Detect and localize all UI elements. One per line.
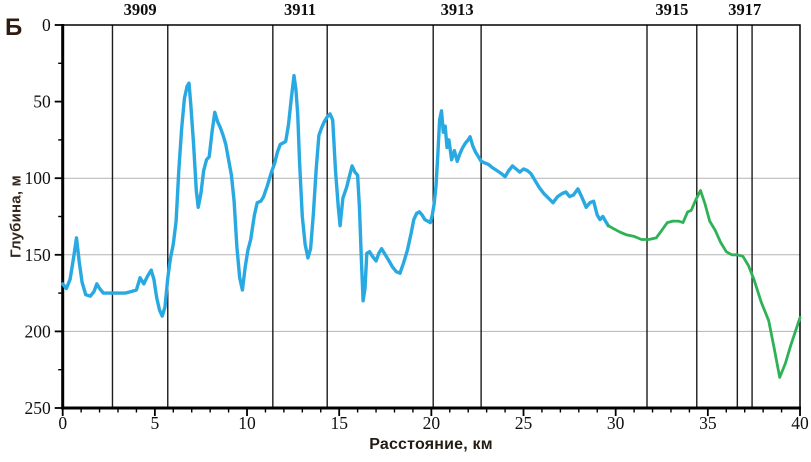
x-tick-label: 15 xyxy=(330,413,348,433)
y-tick-label: 250 xyxy=(24,398,51,418)
series-line-depth-profile-measured xyxy=(61,73,610,318)
station-label: 3913 xyxy=(441,0,474,19)
figure-label: Б xyxy=(5,14,23,41)
x-axis-title: Расстояние, км xyxy=(369,436,493,453)
station-label: 3917 xyxy=(728,0,761,19)
y-tick-label: 150 xyxy=(24,245,51,265)
y-tick-label: 50 xyxy=(33,92,51,112)
x-tick-label: 35 xyxy=(699,413,717,433)
y-tick-label: 200 xyxy=(24,321,51,341)
y-tick-label: 0 xyxy=(42,15,51,35)
x-tick-label: 0 xyxy=(58,413,67,433)
station-label: 3909 xyxy=(124,0,157,19)
x-tick-label: 25 xyxy=(515,413,533,433)
x-tick-label: 40 xyxy=(791,413,809,433)
x-tick-label: 5 xyxy=(150,413,159,433)
x-tick-label: 30 xyxy=(607,413,625,433)
series-line-depth-profile-extended xyxy=(606,189,802,379)
x-tick-label: 20 xyxy=(423,413,441,433)
y-tick-label: 100 xyxy=(24,168,51,188)
station-label: 3911 xyxy=(284,0,316,19)
station-label: 3915 xyxy=(655,0,688,19)
x-tick-label: 10 xyxy=(238,413,256,433)
